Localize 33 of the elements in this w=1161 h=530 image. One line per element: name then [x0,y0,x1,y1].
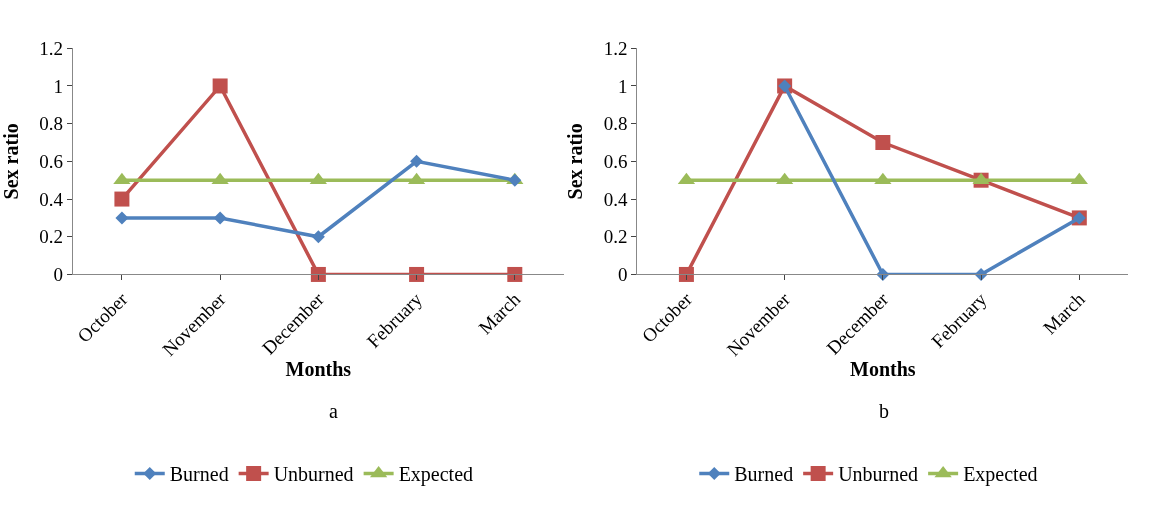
legend-label: Expected [963,463,1038,487]
y-axis-title: Sex ratio [564,123,587,200]
point [115,211,129,225]
y-tick-label: 1 [53,75,63,97]
point [114,191,130,207]
y-tick-label: 0.6 [603,151,628,173]
point [410,154,424,168]
y-tick-label: 1.2 [603,37,628,59]
y-tick-label: 0.8 [603,113,628,135]
y-tick-label: 0 [53,264,63,286]
y-axis-title: Sex ratio [0,123,22,200]
point [213,211,227,225]
y-tick-label: 0.2 [603,226,628,248]
legend-label: Expected [398,463,474,487]
y-tick-label: 0.2 [39,226,63,248]
legend-label: Unburned [838,463,919,486]
text: a [329,400,338,422]
y-tick-label: 0.4 [603,188,629,210]
y-tick-label: 0.8 [39,113,63,135]
y-tick-label: 1.2 [39,37,63,59]
point [875,135,891,151]
y-tick-label: 0.6 [39,151,63,173]
legend-label: Burned [169,463,229,486]
x-axis-title: Months [850,358,916,381]
point [212,78,228,94]
point [311,230,325,244]
y-tick-label: 0.4 [39,188,64,210]
y-tick-label: 0 [618,264,628,286]
x-axis-title: Months [285,358,352,381]
legend-label: Unburned [273,463,354,486]
legend-label: Burned [734,463,794,486]
y-tick-label: 1 [618,75,628,97]
text: b [879,400,889,422]
